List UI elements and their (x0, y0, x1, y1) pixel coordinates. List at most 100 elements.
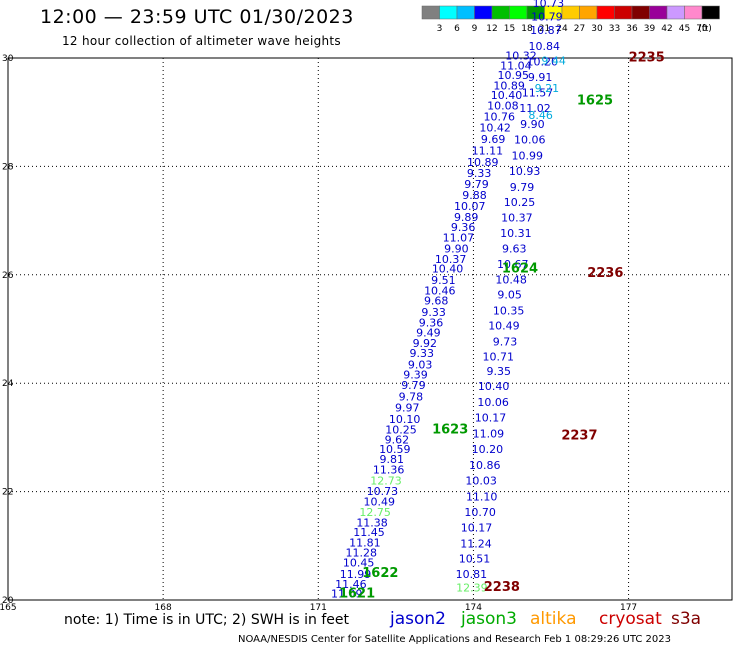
wave-height-point: 10.67 (497, 258, 529, 271)
wave-height-point: 11.09 (473, 427, 505, 440)
satellite-cryosat: cryosat (599, 609, 662, 629)
wave-height-point: 10.40 (478, 380, 510, 393)
wave-height-point: 11.04 (500, 59, 532, 72)
wave-height-point: 9.73 (493, 335, 518, 348)
legend-label: 3 (437, 24, 443, 34)
pass-time-label: 1625 (577, 94, 613, 109)
wave-height-point: 10.25 (385, 424, 417, 437)
legend-swatch (509, 5, 528, 20)
y-tick-label: 28 (2, 162, 14, 172)
wave-height-point: 9.97 (395, 401, 420, 414)
wave-height-point: 10.46 (424, 284, 456, 297)
wave-height-point: 10.03 (465, 475, 497, 488)
legend-label: 18 (521, 24, 533, 34)
x-tick-label: 168 (155, 603, 172, 613)
wave-height-point: 9.39 (403, 368, 428, 381)
wave-height-point: 10.31 (500, 227, 532, 240)
wave-height-point: 10.79 (531, 11, 563, 24)
wave-height-point: 10.81 (456, 568, 488, 581)
legend-label: 9 (472, 24, 478, 34)
wave-height-point: 10.48 (495, 273, 527, 286)
x-tick-label: 165 (0, 603, 17, 613)
wave-height-point: 10.84 (529, 40, 561, 53)
legend-swatch (561, 5, 580, 20)
legend-label: 12 (486, 24, 497, 34)
wave-height-point: 10.49 (488, 320, 520, 333)
wave-height-point: 10.73 (367, 485, 399, 498)
wave-height-point: 9.90 (444, 243, 469, 256)
wave-height-point: 9.78 (399, 391, 424, 404)
satellite-s3a: s3a (671, 609, 702, 629)
wave-height-point: 10.42 (479, 122, 511, 135)
wave-height-point: 10.35 (493, 304, 525, 317)
wave-height-point: 10.06 (514, 134, 546, 147)
credit-line: NOAA/NESDIS Center for Satellite Applica… (238, 634, 671, 645)
wave-height-point: 10.70 (464, 506, 496, 519)
wave-height-point: 10.73 (533, 0, 565, 10)
wave-height-point: 12.73 (370, 475, 402, 488)
y-tick-label: 22 (2, 488, 13, 498)
wave-height-point: 9.91 (528, 71, 553, 84)
wave-height-point: 9.51 (431, 274, 456, 287)
wave-height-point: 9.79 (401, 379, 426, 392)
wave-height-point: 9.88 (462, 189, 487, 202)
wave-height-point: 9.33 (409, 347, 434, 360)
wave-height-point: 11.45 (353, 526, 385, 539)
pass-time-label: 1621 (339, 586, 375, 601)
wave-height-point: 9.35 (487, 365, 512, 378)
wave-height-point: 12.75 (359, 506, 391, 519)
legend-label: 45 (679, 24, 690, 34)
wave-height-point: 9.90 (520, 118, 545, 131)
wave-height-point: 9.79 (464, 178, 489, 191)
wave-height-point: 9.69 (481, 133, 506, 146)
pass-time-label: 2235 (629, 50, 665, 65)
wave-height-point: 10.20 (472, 443, 504, 456)
wave-height-point: 9.36 (451, 221, 476, 234)
wave-height-point: 11.09 (331, 587, 363, 600)
wave-height-point: 10.40 (491, 89, 523, 102)
legend-swatch (684, 5, 703, 20)
legend-swatch (421, 5, 440, 20)
wave-height-point: 11.24 (460, 537, 492, 550)
x-tick-label: 177 (620, 603, 637, 613)
wave-height-point: 10.49 (364, 496, 396, 509)
y-tick-label: 30 (2, 54, 14, 64)
wave-height-point: 8.46 (528, 109, 553, 122)
wave-height-data: 11.0911.4611.9910.4511.2811.8111.4511.38… (331, 0, 665, 601)
wave-height-point: 11.57 (522, 86, 554, 99)
legend-swatch (614, 5, 633, 20)
pass-time-label: 1624 (502, 262, 538, 277)
legend-swatch (491, 5, 510, 20)
chart-subtitle: 12 hour collection of altimeter wave hei… (62, 34, 341, 48)
map-grid: 165 168 171 174 177 20 22 24 26 28 30 (0, 54, 733, 613)
wave-height-point: 9.63 (502, 243, 527, 256)
wave-height-point: 12.39 (456, 581, 488, 594)
wave-height-point: 10.20 (526, 56, 558, 69)
wave-height-point: 10.76 (484, 110, 516, 123)
legend-label: 70 (696, 24, 708, 34)
legend-swatch (474, 5, 493, 20)
wave-height-point: 10.87 (530, 24, 562, 37)
wave-height-point: 10.89 (467, 156, 499, 169)
legend-label: 33 (609, 24, 620, 34)
legend-swatch (649, 5, 668, 20)
wave-height-point: 11.28 (345, 547, 377, 560)
y-tick-label: 20 (2, 596, 14, 606)
footnote: note: 1) Time is in UTC; 2) SWH is in fe… (64, 612, 350, 628)
wave-height-point: 10.59 (379, 443, 411, 456)
wave-height-point: 10.89 (493, 79, 525, 92)
wave-height-point: 10.71 (483, 350, 515, 363)
legend-label: 30 (591, 24, 603, 34)
wave-height-point: 9.33 (421, 306, 446, 319)
legend-swatch (701, 5, 720, 20)
legend-swatch (631, 5, 650, 20)
legend-label: 42 (661, 24, 672, 34)
wave-height-point: 10.25 (504, 196, 536, 209)
wave-height-point: 10.45 (343, 556, 375, 569)
legend-swatch (596, 5, 615, 20)
plot-frame (7, 57, 733, 601)
pass-time-label: 2237 (561, 429, 597, 444)
wave-height-point: 10.07 (454, 200, 486, 213)
wave-height-point: 10.17 (475, 412, 507, 425)
